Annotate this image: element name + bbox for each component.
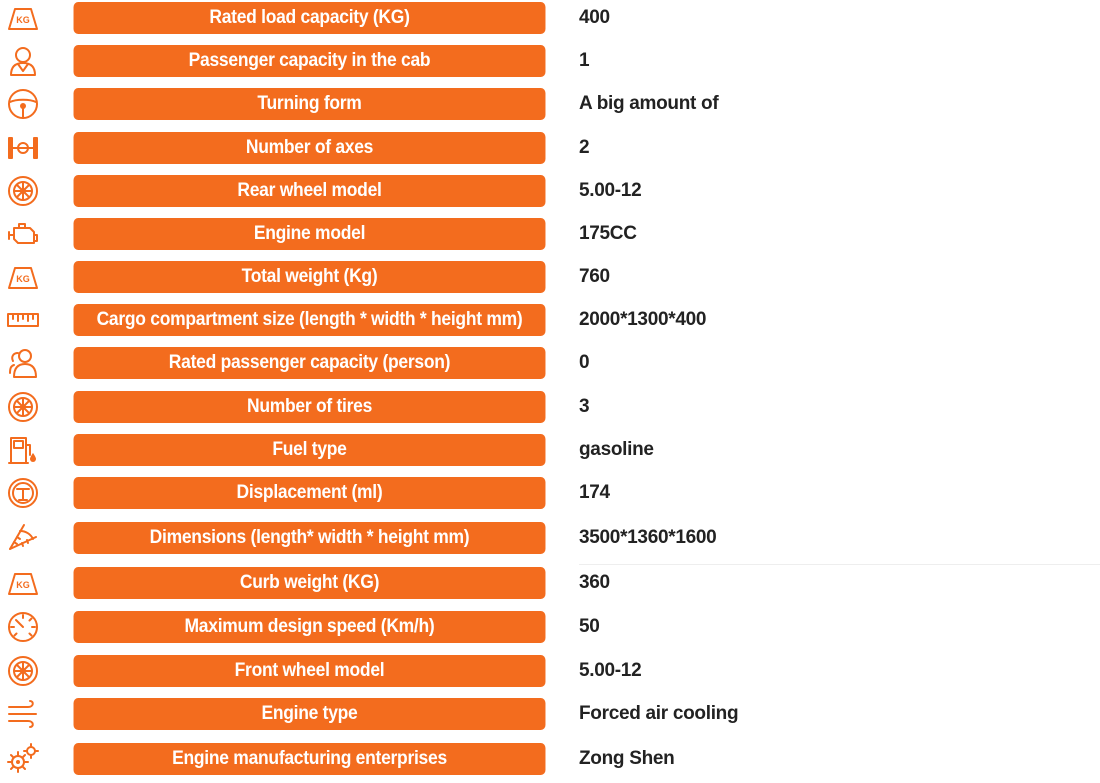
spec-label: Rear wheel model (73, 175, 546, 207)
svg-text:KG: KG (16, 15, 30, 25)
spec-row: Engine manufacturing enterprises Zong Sh… (0, 741, 1100, 777)
passenger-icon (2, 43, 44, 79)
spec-label: Rated passenger capacity (person) (73, 347, 546, 379)
svg-text:KG: KG (16, 274, 30, 284)
wheel-icon (2, 389, 44, 425)
spec-value: 1 (579, 50, 590, 71)
axle-icon (2, 130, 44, 166)
spec-row: Dimensions (length* width * height mm) 3… (0, 520, 1100, 556)
engine-icon (2, 216, 44, 252)
spec-value: 175CC (579, 223, 637, 244)
spec-row: Turning form A big amount of (0, 86, 1100, 122)
spec-row: Maximum design speed (Km/h) 50 (0, 609, 1100, 645)
spec-value: gasoline (579, 439, 654, 460)
spec-value: Zong Shen (579, 748, 675, 769)
spec-label: Rated load capacity (KG) (73, 2, 546, 34)
wheel-icon (2, 173, 44, 209)
spec-value: A big amount of (579, 93, 719, 114)
air-cooling-icon (2, 696, 44, 732)
spec-value: 760 (579, 266, 610, 287)
spec-label: Fuel type (73, 434, 546, 466)
spec-value: 5.00-12 (579, 180, 642, 201)
spec-row: Engine type Forced air cooling (0, 696, 1100, 732)
wheel-icon (2, 653, 44, 689)
spec-row: Rear wheel model 5.00-12 (0, 173, 1100, 209)
kg-weight-icon: KG (2, 0, 44, 36)
spec-label: Number of tires (73, 391, 546, 423)
spec-row: Engine model 175CC (0, 216, 1100, 252)
spec-label: Curb weight (KG) (73, 567, 546, 599)
speedometer-icon (2, 609, 44, 645)
spec-label: Engine type (73, 698, 546, 730)
spec-value: 5.00-12 (579, 660, 642, 681)
spec-label: Turning form (73, 88, 546, 120)
row-divider (579, 564, 1100, 565)
spec-label: Front wheel model (73, 655, 546, 687)
spec-label: Maximum design speed (Km/h) (73, 611, 546, 643)
spec-label: Total weight (Kg) (73, 261, 546, 293)
steering-wheel-icon (2, 86, 44, 122)
spec-label: Dimensions (length* width * height mm) (73, 522, 546, 554)
gears-icon (2, 741, 44, 777)
spec-value: 2 (579, 137, 590, 158)
spec-value: 50 (579, 616, 600, 637)
ruler-icon (2, 302, 44, 338)
spec-label: Displacement (ml) (73, 477, 546, 509)
spec-value: 3 (579, 396, 590, 417)
spec-row: KG Curb weight (KG) 360 (0, 565, 1100, 601)
spec-row: Rated passenger capacity (person) 0 (0, 345, 1100, 381)
spec-value: 360 (579, 572, 610, 593)
spec-value: 2000*1300*400 (579, 309, 707, 330)
spec-value: 3500*1360*1600 (579, 527, 717, 548)
spec-label: Cargo compartment size (length * width *… (73, 304, 546, 336)
kg-weight-icon: KG (2, 259, 44, 295)
kg-weight-icon: KG (2, 565, 44, 601)
spec-row: KG Total weight (Kg) 760 (0, 259, 1100, 295)
fuel-pump-icon (2, 432, 44, 468)
svg-text:KG: KG (16, 580, 30, 590)
persons-icon (2, 345, 44, 381)
spec-value: 0 (579, 352, 590, 373)
spec-value: 400 (579, 7, 610, 28)
spec-label: Engine manufacturing enterprises (73, 743, 546, 775)
spec-row: Number of tires 3 (0, 389, 1100, 425)
spec-label: Passenger capacity in the cab (73, 45, 546, 77)
spec-value: Forced air cooling (579, 703, 739, 724)
spec-value: 174 (579, 482, 610, 503)
spec-row: Front wheel model 5.00-12 (0, 653, 1100, 689)
protractor-icon (2, 520, 44, 556)
spec-row: Passenger capacity in the cab 1 (0, 43, 1100, 79)
spec-label: Engine model (73, 218, 546, 250)
spec-row: Fuel type gasoline (0, 432, 1100, 468)
spec-row: KG Rated load capacity (KG) 400 (0, 0, 1100, 36)
spec-row: Displacement (ml) 174 (0, 475, 1100, 511)
spec-row: Number of axes 2 (0, 130, 1100, 166)
displacement-icon (2, 475, 44, 511)
spec-label: Number of axes (73, 132, 546, 164)
spec-row: Cargo compartment size (length * width *… (0, 302, 1100, 338)
